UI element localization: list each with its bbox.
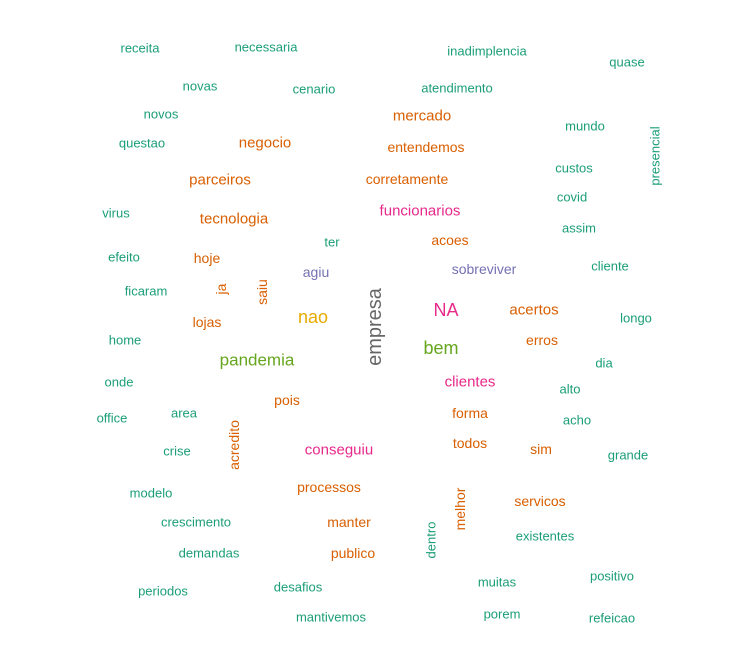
word-area: area — [170, 405, 198, 421]
word-muitas: muitas — [477, 574, 517, 590]
word-pois: pois — [274, 392, 300, 408]
word-clientes: clientes — [444, 373, 496, 391]
word-crescimento: crescimento — [160, 514, 232, 530]
word-periodos: periodos — [138, 583, 188, 599]
word-desafios: desafios — [273, 579, 323, 595]
word-existentes: existentes — [515, 528, 575, 544]
word-alto: alto — [559, 381, 581, 397]
word-agiu: agiu — [302, 264, 330, 280]
word-longo: longo — [620, 310, 652, 326]
word-manter: manter — [327, 514, 371, 530]
word-novas: novas — [182, 78, 218, 94]
word-questao: questao — [118, 135, 166, 151]
word-ficaram: ficaram — [124, 283, 168, 299]
word-empresa: empresa — [364, 288, 386, 366]
word-quase: quase — [609, 54, 645, 70]
word-acredito: acredito — [226, 420, 242, 470]
word-acoes: acoes — [431, 232, 469, 248]
word-melhor: melhor — [452, 487, 468, 531]
word-tecnologia: tecnologia — [199, 210, 269, 228]
word-servicos: servicos — [514, 493, 566, 509]
word-todos: todos — [452, 435, 488, 451]
word-mercado: mercado — [392, 107, 452, 125]
word-publico: publico — [330, 545, 376, 561]
word-dia: dia — [595, 355, 613, 371]
word-processos: processos — [297, 479, 361, 495]
word-sobreviver: sobreviver — [451, 261, 517, 277]
word-virus: virus — [102, 205, 130, 221]
word-porem: porem — [483, 606, 521, 622]
word-custos: custos — [555, 160, 593, 176]
word-crise: crise — [163, 443, 191, 459]
word-refeicao: refeicao — [588, 610, 636, 626]
word-corretamente: corretamente — [365, 171, 449, 187]
word-sim: sim — [530, 441, 552, 457]
word-na: NA — [433, 300, 459, 320]
word-mantivemos: mantivemos — [295, 609, 367, 625]
word-necessaria: necessaria — [234, 39, 298, 55]
word-ja: ja — [213, 283, 229, 295]
word-conseguiu: conseguiu — [304, 441, 374, 459]
word-efeito: efeito — [108, 249, 140, 265]
word-dentro: dentro — [423, 521, 439, 559]
word-hoje: hoje — [193, 250, 221, 266]
word-pandemia: pandemia — [219, 350, 295, 370]
word-negocio: negocio — [238, 134, 292, 152]
word-covid: covid — [556, 189, 588, 205]
word-lojas: lojas — [192, 314, 222, 330]
word-positivo: positivo — [589, 568, 635, 584]
word-cenario: cenario — [292, 81, 336, 97]
word-home: home — [108, 332, 142, 348]
word-demandas: demandas — [178, 545, 240, 561]
word-mundo: mundo — [565, 118, 605, 134]
word-cliente: cliente — [591, 258, 629, 274]
word-parceiros: parceiros — [189, 171, 251, 189]
word-entendemos: entendemos — [387, 139, 465, 155]
word-ter: ter — [324, 234, 340, 250]
word-bem: bem — [423, 338, 459, 358]
word-grande: grande — [607, 447, 649, 463]
word-forma: forma — [452, 405, 488, 421]
word-acho: acho — [562, 412, 592, 428]
word-acertos: acertos — [509, 301, 559, 319]
word-atendimento: atendimento — [421, 80, 493, 96]
word-modelo: modelo — [129, 485, 173, 501]
word-presencial: presencial — [647, 126, 663, 186]
word-erros: erros — [526, 332, 558, 348]
word-receita: receita — [120, 40, 160, 56]
word-onde: onde — [104, 374, 134, 390]
word-funcionarios: funcionarios — [379, 202, 461, 220]
word-assim: assim — [562, 220, 596, 236]
word-office: office — [96, 410, 128, 426]
word-nao: nao — [297, 307, 329, 327]
word-inadimplencia: inadimplencia — [447, 43, 527, 59]
word-novos: novos — [143, 106, 179, 122]
word-saiu: saiu — [254, 279, 270, 305]
